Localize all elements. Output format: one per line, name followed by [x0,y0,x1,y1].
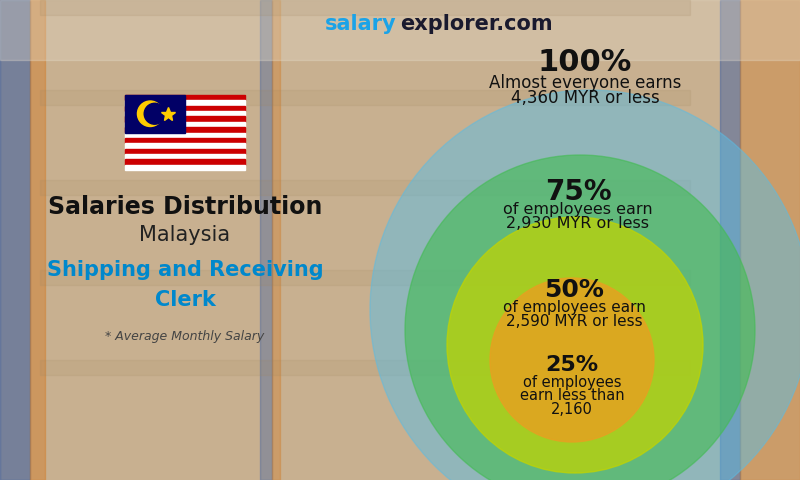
Bar [125,122,245,127]
Text: 2,590 MYR or less: 2,590 MYR or less [506,314,642,329]
Bar [125,165,245,170]
Bar [125,143,245,149]
Bar [0,0,30,480]
Bar [260,0,272,480]
Text: earn less than: earn less than [520,388,624,404]
Text: of employees: of employees [522,375,622,390]
Ellipse shape [447,217,703,473]
Bar [125,132,245,138]
Text: Shipping and Receiving
Clerk: Shipping and Receiving Clerk [46,260,323,310]
Bar [40,180,690,195]
Bar [272,0,280,480]
Ellipse shape [370,90,800,480]
Text: 4,360 MYR or less: 4,360 MYR or less [510,89,659,107]
Bar [30,0,45,480]
Bar [720,0,740,480]
Text: Malaysia: Malaysia [139,225,230,245]
Bar [125,159,245,165]
Circle shape [144,103,165,124]
Bar [125,127,245,132]
Bar [125,106,245,111]
Bar [125,149,245,154]
Ellipse shape [405,155,755,480]
Ellipse shape [490,278,654,442]
Text: salary: salary [324,14,396,34]
Bar [40,0,690,15]
Text: 75%: 75% [545,178,611,206]
Bar [125,138,245,143]
Bar [125,100,245,106]
Text: 2,930 MYR or less: 2,930 MYR or less [506,216,650,231]
Bar [125,154,245,159]
Text: * Average Monthly Salary: * Average Monthly Salary [106,330,265,343]
Text: Salaries Distribution: Salaries Distribution [48,195,322,219]
Text: of employees earn: of employees earn [503,202,653,217]
Bar [40,360,690,375]
Text: of employees earn: of employees earn [502,300,646,315]
Text: explorer.com: explorer.com [400,14,553,34]
Bar [125,117,245,122]
Bar [0,0,800,60]
Circle shape [138,101,163,127]
Bar [125,95,245,100]
Text: 25%: 25% [546,355,598,375]
Bar [740,0,800,480]
Text: 100%: 100% [538,48,632,77]
Text: 50%: 50% [544,278,604,302]
Bar [125,95,185,132]
Bar [125,111,245,117]
Bar [40,270,690,285]
Text: 2,160: 2,160 [551,402,593,417]
Text: Almost everyone earns: Almost everyone earns [489,74,681,92]
Bar [40,90,690,105]
